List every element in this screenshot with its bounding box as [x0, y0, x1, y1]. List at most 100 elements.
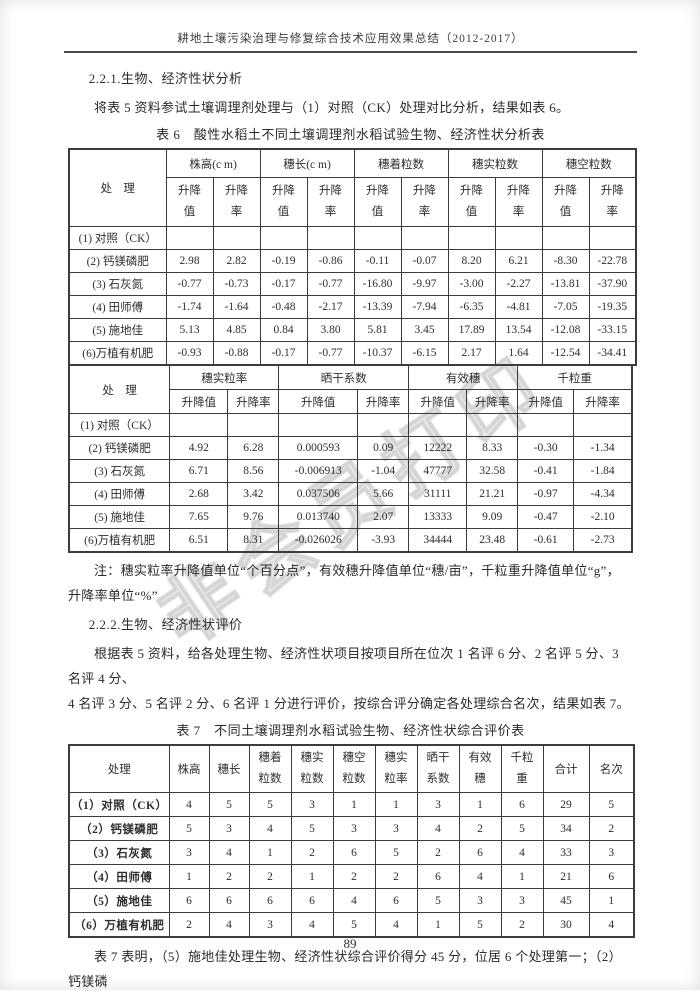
data-cell: 6	[208, 888, 250, 913]
data-cell: 3	[168, 840, 210, 865]
data-cell: 3.42	[227, 482, 280, 506]
data-cell: 5	[588, 792, 635, 817]
data-cell: 29	[542, 792, 590, 817]
data-cell: 0.037506	[278, 482, 359, 506]
data-cell: 4.85	[212, 318, 261, 342]
table-row: (2) 钙镁磷肥 4.92 6.28 0.000593 0.09 12222 8.33 -0.…	[68, 436, 633, 460]
sub-header-change-rate: 升降率	[357, 389, 410, 414]
col-header-plant-height: 株高	[168, 744, 210, 793]
sub-header-change-value: 升降值	[447, 177, 496, 227]
row-label-treatment: (5) 施地佳	[68, 318, 167, 342]
data-cell	[278, 413, 359, 437]
data-cell: -0.17	[259, 272, 308, 296]
data-cell: 1	[290, 864, 334, 889]
data-cell: 1	[500, 864, 544, 889]
data-cell: 17.89	[447, 318, 496, 342]
data-cell: -13.39	[353, 295, 402, 319]
group-header-grains-per-panicle: 穗着粒数	[353, 148, 449, 178]
data-cell: 4	[458, 864, 502, 889]
data-cell: 2	[500, 912, 544, 938]
table7: 处理 株高 穗长 穗着粒数 穗实粒数 穗空粒数 穗实粒率 晒干系数 有效穗 千粒…	[68, 744, 635, 938]
data-cell: 2.82	[212, 249, 261, 273]
data-cell: -2.10	[573, 505, 633, 529]
page-number: 89	[343, 936, 357, 951]
group-header-panicle-length: 穗长(c m)	[259, 148, 355, 178]
data-cell: 2	[168, 912, 210, 938]
data-cell: 6.51	[169, 528, 229, 553]
table-row: （1）对照（CK） 4 5 5 3 1 1 3 1 6 29 5	[68, 792, 635, 817]
data-cell: 21.21	[466, 482, 519, 506]
row-label-treatment: (3) 石灰氮	[68, 459, 171, 483]
row-label-treatment: （1）对照（CK）	[68, 792, 170, 817]
data-cell: -0.19	[259, 249, 308, 273]
table-row: (4) 田师傅 2.68 3.42 0.037506 5.66 31111 21.21 -0.…	[68, 482, 633, 506]
data-cell: 2	[248, 864, 292, 889]
table-row: （5）施地佳 6 6 6 6 4 6 5 3 3 45 1	[68, 888, 635, 913]
data-cell: 4.92	[169, 436, 229, 460]
group-header-plant-height: 株高(c m)	[165, 148, 261, 178]
data-cell	[357, 413, 410, 437]
row-label-treatment: (2) 钙镁磷肥	[68, 249, 167, 273]
data-cell: -8.30	[541, 249, 590, 273]
group-header-thousand-grain-weight: 千粒重	[517, 364, 633, 390]
data-cell: 3	[458, 888, 502, 913]
col-header-rank: 名次	[588, 744, 635, 793]
row-label-treatment: (5) 施地佳	[68, 505, 171, 529]
table7-header: 处理 株高 穗长 穗着粒数 穗实粒数 穗空粒数 穗实粒率 晒干系数 有效穗 千粒…	[68, 744, 635, 793]
data-cell: 5.81	[353, 318, 402, 342]
data-cell: 5	[290, 816, 334, 841]
col-header-total: 合计	[542, 744, 590, 793]
data-cell: 2	[416, 840, 460, 865]
data-cell: -0.41	[517, 459, 575, 483]
data-cell: 5	[248, 792, 292, 817]
paragraph-table6-intro: 将表 5 资料参试土壤调理剂处理与（1）对照（CK）处理对比分析，结果如表 6。	[94, 100, 570, 115]
row-label-treatment: (6)万植有机肥	[68, 528, 171, 553]
data-cell: -12.54	[541, 341, 590, 366]
data-cell: -0.88	[212, 341, 261, 366]
data-cell: 6.71	[169, 459, 229, 483]
running-header: 耕地土壤污染治理与修复综合技术应用效果总结（2012-2017）	[64, 30, 637, 53]
data-cell	[169, 413, 229, 437]
paragraph-table7-intro-line2: 4 名评 3 分、5 名评 2 分、6 名评 1 分进行评价，按综合评分确定各处…	[68, 696, 630, 711]
group-header-empty-grains: 穗空粒数	[541, 148, 637, 178]
table-row: （6）万植有机肥 2 4 3 4 5 4 1 5 2 30 4	[68, 912, 635, 938]
data-cell: -9.97	[400, 272, 449, 296]
table6-part2-header: 处 理 穗实粒率 晒干系数 有效穗 千粒重 升降值 升降率 升降值 升降率 升降…	[68, 364, 633, 414]
table-row: （3）石灰氮 3 4 1 2 6 5 2 6 4 33 3	[68, 840, 635, 865]
data-cell: 0.000593	[278, 436, 359, 460]
data-cell: -0.026026	[278, 528, 359, 553]
data-cell: -0.07	[400, 249, 449, 273]
table6-part2: 处 理 穗实粒率 晒干系数 有效穗 千粒重 升降值 升降率 升降值 升降率 升降…	[68, 364, 633, 553]
data-cell: 4	[208, 912, 250, 938]
data-cell: -0.006913	[278, 459, 359, 483]
data-cell: -1.34	[573, 436, 633, 460]
group-header-filled-grains: 穗实粒数	[447, 148, 543, 178]
data-cell: -37.90	[588, 272, 637, 296]
data-cell: 47777	[408, 459, 468, 483]
table-row: （4）田师傅 1 2 2 1 2 2 6 4 1 21 6	[68, 864, 635, 889]
data-cell	[588, 226, 637, 250]
data-cell: 34	[542, 816, 590, 841]
table7-body: （1）对照（CK） 4 5 5 3 1 1 3 1 6 29 5 （2）钙镁磷肥 5 3 4 5 3 3 4 2 5 34 2…	[68, 792, 635, 938]
data-cell: -0.77	[306, 341, 355, 366]
group-header-filled-grain-rate: 穗实粒率	[169, 364, 280, 390]
data-cell: 4	[168, 792, 210, 817]
data-cell: -0.48	[259, 295, 308, 319]
data-cell: 1	[168, 864, 210, 889]
table-row: (5) 施地佳 5.13 4.85 0.84 3.80 5.81 3.45 17.89 13.5…	[68, 318, 637, 342]
data-cell: 13.54	[494, 318, 543, 342]
table-row: (4) 田师傅 -1.74 -1.64 -0.48 -2.17 -13.39 -7.94 -6…	[68, 295, 637, 319]
data-cell	[573, 413, 633, 437]
data-cell: -4.81	[494, 295, 543, 319]
corner-header-treatment: 处 理	[68, 364, 171, 414]
sub-header-change-rate: 升降率	[212, 177, 261, 227]
data-cell: 13333	[408, 505, 468, 529]
data-cell	[447, 226, 496, 250]
data-cell: 34444	[408, 528, 468, 553]
data-cell: -0.77	[306, 272, 355, 296]
data-cell: 4	[500, 840, 544, 865]
data-cell: -7.94	[400, 295, 449, 319]
sub-header-change-value: 升降值	[278, 389, 359, 414]
data-cell: 23.48	[466, 528, 519, 553]
table6-part1-header: 处 理 株高(c m) 穗长(c m) 穗着粒数 穗实粒数 穗空粒数 升降值 升…	[68, 148, 637, 227]
